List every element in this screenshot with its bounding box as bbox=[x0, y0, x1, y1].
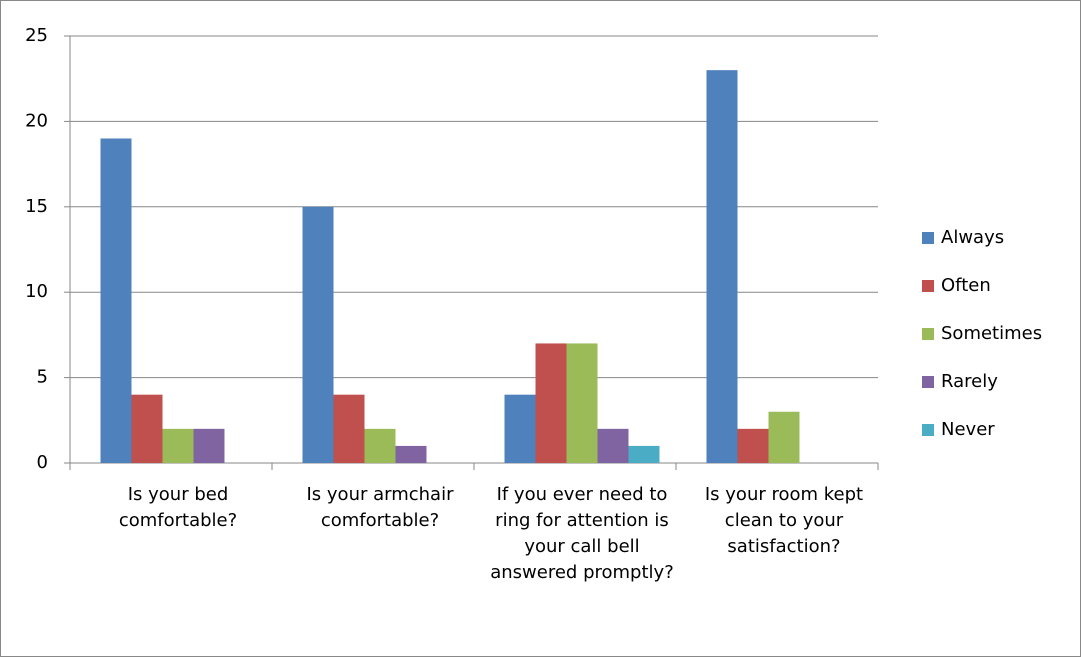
y-tick-label: 10 bbox=[25, 281, 48, 302]
bar bbox=[364, 428, 396, 463]
legend-label: Always bbox=[941, 227, 1004, 248]
bar bbox=[162, 428, 194, 463]
bar bbox=[768, 411, 800, 463]
y-tick-label: 15 bbox=[25, 196, 48, 217]
x-tick-label: Is your armchair comfortable? bbox=[306, 484, 454, 531]
bar bbox=[628, 445, 660, 463]
x-tick-label: Is your bed comfortable? bbox=[118, 484, 238, 531]
legend-swatch bbox=[922, 424, 934, 436]
y-tick-label: 25 bbox=[25, 25, 48, 46]
legend-swatch bbox=[922, 376, 934, 388]
bar bbox=[100, 138, 132, 464]
legend-label: Often bbox=[941, 275, 991, 296]
y-tick-label: 20 bbox=[25, 110, 48, 131]
bar bbox=[131, 394, 163, 463]
y-tick-label: 5 bbox=[37, 367, 48, 388]
bar bbox=[597, 428, 629, 463]
bar bbox=[193, 428, 225, 463]
legend-label: Never bbox=[941, 419, 995, 440]
bar bbox=[395, 445, 427, 463]
x-tick-label: If you ever need to ring for attention i… bbox=[490, 484, 674, 583]
legend-label: Sometimes bbox=[941, 323, 1042, 344]
bar bbox=[737, 428, 769, 463]
bar bbox=[333, 394, 365, 463]
legend-swatch bbox=[922, 328, 934, 340]
bar bbox=[566, 343, 598, 463]
x-tick-label: Is your room kept clean to your satisfac… bbox=[704, 484, 864, 557]
legend-label: Rarely bbox=[941, 371, 998, 392]
bar bbox=[302, 206, 334, 464]
bar bbox=[535, 343, 567, 463]
y-tick-label: 0 bbox=[37, 452, 48, 473]
legend-swatch bbox=[922, 232, 934, 244]
bar bbox=[706, 70, 738, 463]
bar bbox=[504, 394, 536, 463]
legend-swatch bbox=[922, 280, 934, 292]
